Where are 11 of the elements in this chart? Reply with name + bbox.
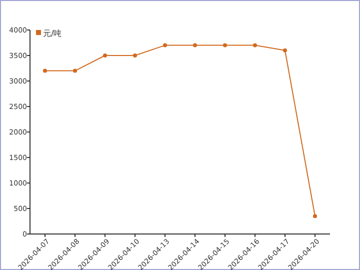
point (133, 54, 137, 58)
point (253, 43, 257, 48)
point (313, 214, 317, 218)
point (283, 48, 287, 52)
point (223, 43, 227, 48)
point (193, 43, 197, 48)
point (43, 68, 47, 73)
legend-label: 元/吨 (43, 28, 62, 38)
point (103, 54, 107, 58)
point (73, 68, 77, 73)
point (163, 43, 167, 48)
